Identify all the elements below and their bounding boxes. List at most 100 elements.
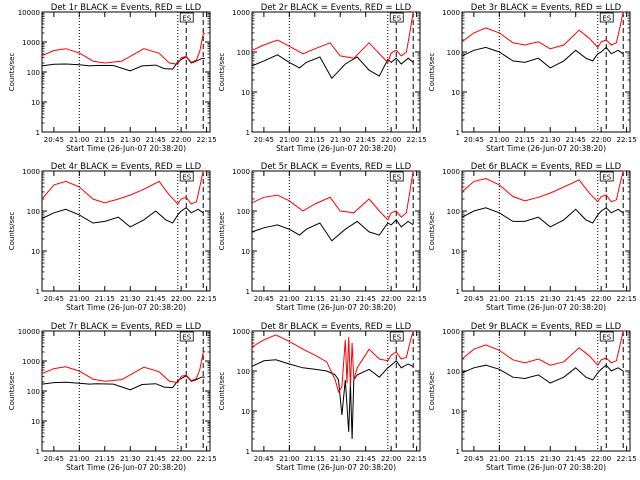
x-tick-label: 21:30 [120, 455, 140, 463]
flag-label: ES [392, 15, 401, 23]
y-tick-label: 1000 [22, 168, 40, 176]
flag-box [179, 331, 194, 342]
x-tick-label: 21:45 [356, 136, 376, 144]
panel-title: Det 9r BLACK = Events, RED = LLD [471, 322, 622, 332]
x-tick-label: 22:15 [197, 455, 217, 463]
y-axis-label: Counts/sec [428, 372, 436, 411]
flag-box [389, 12, 404, 23]
lld-series-line [461, 11, 625, 50]
y-axis-label: Counts/sec [218, 53, 226, 92]
detector-panel-7: Det 7r BLACK = Events, RED = LLD 1 10 100 10… [8, 322, 217, 472]
events-series-line [41, 375, 205, 391]
y-tick-label: 100 [27, 69, 40, 77]
plot-frame [461, 11, 631, 133]
y-tick-label: 1000 [232, 328, 250, 336]
events-series-line [251, 359, 414, 440]
y-tick-label: 10 [241, 408, 250, 416]
x-axis-label: Start Time (26-Jun-07 20:38:20) [486, 144, 606, 153]
y-axis-label: Counts/sec [218, 372, 226, 411]
x-tick-label: 22:15 [617, 295, 637, 303]
y-tick-label: 1 [36, 448, 40, 456]
events-series-line [251, 219, 414, 242]
y-tick-label: 1 [36, 288, 40, 296]
flag-box [389, 171, 404, 182]
events-series-line [251, 54, 414, 80]
x-tick-label: 21:45 [356, 455, 376, 463]
detector-panel-8: Det 8r BLACK = Events, RED = LLD 1 10 100 10… [218, 322, 427, 472]
y-axis-label: Counts/sec [218, 212, 226, 251]
x-tick-label: 21:15 [515, 455, 535, 463]
x-tick-label: 22:00 [591, 295, 611, 303]
lld-series-line [41, 170, 205, 205]
x-tick-label: 20:45 [254, 455, 274, 463]
x-tick-label: 22:00 [591, 455, 611, 463]
flag-box [599, 171, 614, 182]
y-tick-label: 100 [447, 368, 460, 376]
x-axis-label: Start Time (26-Jun-07 20:38:20) [66, 303, 186, 312]
panel-title: Det 2r BLACK = Events, RED = LLD [261, 3, 412, 13]
y-tick-label: 1000 [22, 358, 40, 366]
x-tick-label: 21:15 [305, 136, 325, 144]
x-tick-label: 21:15 [305, 295, 325, 303]
detector-panel-2: Det 2r BLACK = Events, RED = LLD 1 10 100 10… [218, 3, 427, 153]
x-tick-label: 22:15 [617, 455, 637, 463]
x-tick-label: 22:00 [591, 136, 611, 144]
y-tick-label: 1 [246, 448, 250, 456]
y-tick-label: 10 [241, 248, 250, 256]
lld-series-line [461, 330, 625, 367]
y-tick-label: 100 [447, 49, 460, 57]
y-tick-label: 10 [31, 418, 40, 426]
detector-panel-6: Det 6r BLACK = Events, RED = LLD 1 10 100 10… [428, 162, 637, 312]
x-tick-label: 21:45 [566, 295, 586, 303]
flag-label: ES [602, 334, 611, 342]
detector-panel-1: Det 1r BLACK = Events, RED = LLD 1 10 100 10… [8, 3, 217, 153]
y-tick-label: 1000 [442, 328, 460, 336]
flag-label: ES [392, 334, 401, 342]
y-tick-label: 10000 [18, 328, 40, 336]
x-tick-label: 21:30 [330, 136, 350, 144]
x-axis-label: Start Time (26-Jun-07 20:38:20) [66, 463, 186, 472]
x-tick-label: 21:00 [489, 455, 509, 463]
x-tick-label: 22:15 [407, 136, 427, 144]
y-tick-label: 1 [456, 448, 460, 456]
x-tick-label: 22:00 [381, 455, 401, 463]
x-tick-label: 22:00 [171, 295, 191, 303]
detector-panel-3: Det 3r BLACK = Events, RED = LLD 1 10 100 10… [428, 3, 637, 153]
plot-frame [41, 330, 211, 452]
y-axis-label: Counts/sec [8, 212, 16, 251]
x-axis-label: Start Time (26-Jun-07 20:38:20) [486, 303, 606, 312]
x-tick-label: 20:45 [254, 136, 274, 144]
flag-label: ES [602, 15, 611, 23]
plot-frame [251, 170, 421, 292]
events-series-line [461, 46, 624, 69]
y-tick-label: 1000 [442, 168, 460, 176]
y-tick-label: 100 [27, 208, 40, 216]
y-tick-label: 100 [27, 388, 40, 396]
lld-series-line [41, 350, 206, 384]
y-tick-label: 10 [451, 89, 460, 97]
events-series-line [41, 207, 204, 228]
y-tick-label: 1 [36, 129, 40, 137]
x-tick-label: 21:45 [356, 295, 376, 303]
x-tick-label: 21:15 [515, 295, 535, 303]
flag-label: ES [602, 174, 611, 182]
x-tick-label: 21:00 [489, 295, 509, 303]
x-tick-label: 22:00 [381, 295, 401, 303]
detector-panel-5: Det 5r BLACK = Events, RED = LLD 1 10 100 10… [218, 162, 427, 312]
x-tick-label: 21:30 [120, 136, 140, 144]
x-tick-label: 20:45 [254, 295, 274, 303]
x-tick-label: 21:30 [330, 295, 350, 303]
y-tick-label: 10 [31, 99, 40, 107]
x-tick-label: 20:45 [44, 136, 64, 144]
plot-frame [461, 330, 631, 452]
x-tick-label: 22:15 [407, 455, 427, 463]
panel-title: Det 7r BLACK = Events, RED = LLD [51, 322, 202, 332]
x-tick-label: 21:00 [489, 136, 509, 144]
x-tick-label: 22:00 [171, 455, 191, 463]
lld-series-line [251, 330, 415, 394]
y-tick-label: 1000 [232, 9, 250, 17]
events-series-line [461, 364, 624, 384]
plot-frame [251, 11, 421, 133]
panel-title: Det 8r BLACK = Events, RED = LLD [261, 322, 412, 332]
panel-title: Det 4r BLACK = Events, RED = LLD [51, 162, 202, 172]
